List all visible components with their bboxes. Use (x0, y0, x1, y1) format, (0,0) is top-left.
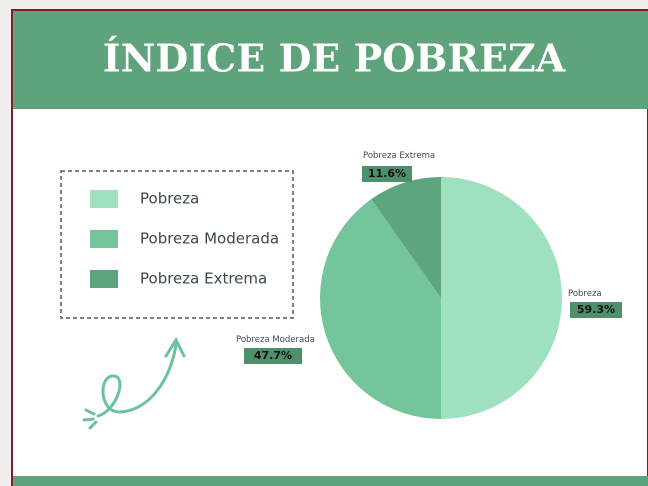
slice-name: Pobreza Extrema (363, 151, 435, 161)
legend-label: Pobreza Moderada (140, 230, 279, 248)
slice-name: Pobreza Moderada (236, 335, 315, 345)
legend-swatch (90, 270, 118, 288)
value-label: 11.6% (368, 167, 406, 180)
legend-swatch (90, 190, 118, 208)
value-label: 59.3% (577, 303, 615, 316)
footer-band (13, 476, 648, 486)
slice-name: Pobreza (568, 289, 602, 299)
legend-label: Pobreza Extrema (140, 270, 267, 288)
value-label: 47.7% (254, 349, 292, 362)
chart: ÍNDICE DE POBREZA Pobreza Pobreza Moderad… (0, 0, 648, 486)
chart-title: ÍNDICE DE POBREZA (103, 36, 566, 81)
legend-swatch (90, 230, 118, 248)
legend-label: Pobreza (140, 190, 199, 208)
